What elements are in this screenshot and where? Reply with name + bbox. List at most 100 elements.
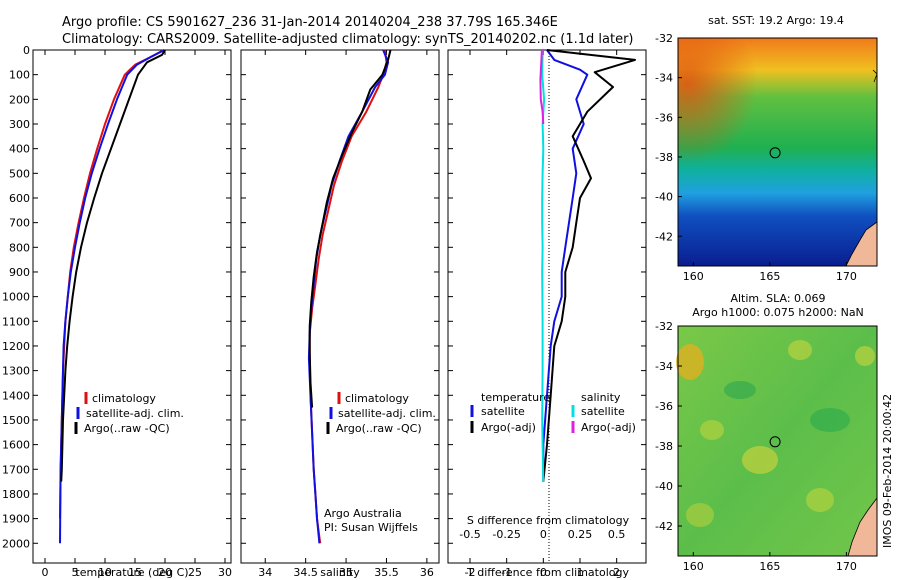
x-tick-label: 35.5 <box>374 566 399 579</box>
salinity-axes-box <box>240 49 440 564</box>
legend-label-satellite: satellite-adj. clim. <box>338 407 436 420</box>
depth-tick-label: 1000 <box>2 291 30 304</box>
x-tick-label: 2 <box>613 566 620 579</box>
series-line-temperature-argo-adj <box>542 49 636 482</box>
depth-tick-label: 1700 <box>2 463 30 476</box>
x2-tick-label: -0.5 <box>459 528 480 541</box>
x-tick-label: 36 <box>420 566 434 579</box>
lat-tick-label: -40 <box>655 480 673 493</box>
x-tick-label: 5 <box>72 566 79 579</box>
temperature-legend: climatology satellite-adj. clim. Argo(..… <box>74 392 184 435</box>
depth-tick-label: 0 <box>23 44 30 57</box>
x-tick-label: 35 <box>339 566 353 579</box>
legend-label-satellite: satellite-adj. clim. <box>86 407 184 420</box>
depth-tick-label: 1500 <box>2 414 30 427</box>
salinity-panel: 34 34.5 35 35.5 36 salinity climatology sate… <box>240 49 440 579</box>
series-line-temperature-satellite <box>542 49 589 482</box>
x-tick-label: 0 <box>42 566 49 579</box>
credit-line-2: PI: Susan Wijffels <box>324 521 418 534</box>
x-tick-label: 1 <box>577 566 584 579</box>
header-line-2: Climatology: CARS2009. Satellite-adjuste… <box>62 32 634 47</box>
x-tick-label: 30 <box>218 566 232 579</box>
salinity-difference-tick-labels: -0.5 -0.25 0 0.25 0.5 <box>459 528 625 541</box>
temperature-tick-labels: 0 5 10 15 20 25 30 <box>33 49 232 579</box>
depth-tick-label: 1800 <box>2 488 30 501</box>
legend-label-sal-satellite: satellite <box>581 405 625 418</box>
sla-map-panel: Altim. SLA: 0.069 Argo h1000: 0.075 h200… <box>655 292 878 573</box>
depth-tick-label: 800 <box>9 241 30 254</box>
sla-argo-position-marker <box>769 436 781 448</box>
depth-tick-label: 1400 <box>2 389 30 402</box>
lon-tick-label: 160 <box>683 560 704 573</box>
series-line-satellite-adj-clim <box>59 49 165 544</box>
lat-tick-label: -34 <box>655 360 673 373</box>
difference-legend: temperature salinity satellite Argo(-adj… <box>470 391 636 434</box>
x2-tick-label: 0.5 <box>608 528 626 541</box>
lon-tick-label: 160 <box>683 270 704 283</box>
series-line-argo-raw-qc <box>60 49 166 482</box>
x2-tick-label: 0 <box>540 528 547 541</box>
legend-title-temperature: temperature <box>481 391 550 404</box>
sla-map-frame <box>677 325 878 557</box>
x2-tick-label: -0.25 <box>492 528 520 541</box>
difference-lines <box>539 49 636 482</box>
legend-label-sal-argo: Argo(-adj) <box>581 421 636 434</box>
salinity-legend: climatology satellite-adj. clim. Argo(..… <box>326 392 436 435</box>
depth-tick-label: 900 <box>9 266 30 279</box>
temperature-panel: 0100200300400500600700800900100011001200… <box>2 44 232 579</box>
temperature-axes-box <box>32 49 232 564</box>
x-tick-label: 25 <box>188 566 202 579</box>
sst-map-warm-patch <box>678 38 877 266</box>
legend-label-climatology: climatology <box>345 392 409 405</box>
sla-map-blobs <box>676 340 875 527</box>
depth-tick-label: 700 <box>9 217 30 230</box>
depth-tick-label: 2000 <box>2 537 30 550</box>
depth-tick-label: 500 <box>9 167 30 180</box>
lat-tick-label: -38 <box>655 151 673 164</box>
x-tick-label: -1 <box>501 566 512 579</box>
lat-tick-label: -40 <box>655 191 673 204</box>
sst-argo-position-marker <box>769 147 781 159</box>
lon-tick-label: 165 <box>759 270 780 283</box>
depth-tick-label: 200 <box>9 93 30 106</box>
depth-tick-label: 300 <box>9 118 30 131</box>
sst-map-lon-labels: 160 165 170 <box>683 262 857 283</box>
salinity-tick-labels: 34 34.5 35 35.5 36 <box>241 49 439 579</box>
lat-tick-label: -36 <box>655 400 673 413</box>
series-line-salinity-satellite <box>541 49 546 482</box>
legend-label-argo: Argo(..raw -QC) <box>84 422 170 435</box>
salinity-xlabel: salinity <box>320 566 360 579</box>
depth-tick-label: 100 <box>9 69 30 82</box>
legend-label-argo: Argo(..raw -QC) <box>336 422 422 435</box>
lat-tick-label: -42 <box>655 520 673 533</box>
lat-tick-label: -34 <box>655 72 673 85</box>
x-tick-label: 34 <box>258 566 272 579</box>
lat-tick-label: -32 <box>655 320 673 333</box>
legend-label-climatology: climatology <box>92 392 156 405</box>
sst-map-panel: sat. SST: 19.2 Argo: 19.4 160 165 170 -32-… <box>655 14 878 283</box>
series-line-argo-raw-qc <box>308 49 392 408</box>
difference-axes-box <box>447 49 647 564</box>
x-tick-label: 34.5 <box>293 566 318 579</box>
sst-map-lat-labels: -32 -34 -36 -38 -40 -42 <box>655 32 682 243</box>
series-line-salinity-argo-adj <box>539 49 545 125</box>
lat-tick-label: -36 <box>655 111 673 124</box>
x-tick-label: 15 <box>128 566 142 579</box>
difference-panel: -2 -1 0 1 2 -0.5 -0.25 0 0.25 0.5 S difference f… <box>447 49 647 579</box>
depth-tick-label: 1900 <box>2 513 30 526</box>
side-stamp: IMOS 09-Feb-2014 20:00:42 <box>881 394 894 548</box>
x-tick-label: 10 <box>98 566 112 579</box>
difference-tick-labels: -2 -1 0 1 2 <box>448 49 646 579</box>
depth-tick-labels: 0 100 200 300 400 500 600 700 800 900 1000 1100 1200… <box>2 44 30 550</box>
x2-tick-label: 0.25 <box>568 528 593 541</box>
sst-map-title: sat. SST: 19.2 Argo: 19.4 <box>708 14 844 27</box>
depth-tick-label: 1600 <box>2 439 30 452</box>
lat-tick-label: -32 <box>655 32 673 45</box>
temperature-xlabel: temperature (deg C) <box>75 566 188 579</box>
sla-map-lat-labels: -32 -34 -36 -38 -40 -42 <box>655 320 682 533</box>
x-tick-label: -2 <box>465 566 476 579</box>
legend-label-temp-argo: Argo(-adj) <box>481 421 536 434</box>
x-tick-label: 0 <box>540 566 547 579</box>
lon-tick-label: 165 <box>759 560 780 573</box>
